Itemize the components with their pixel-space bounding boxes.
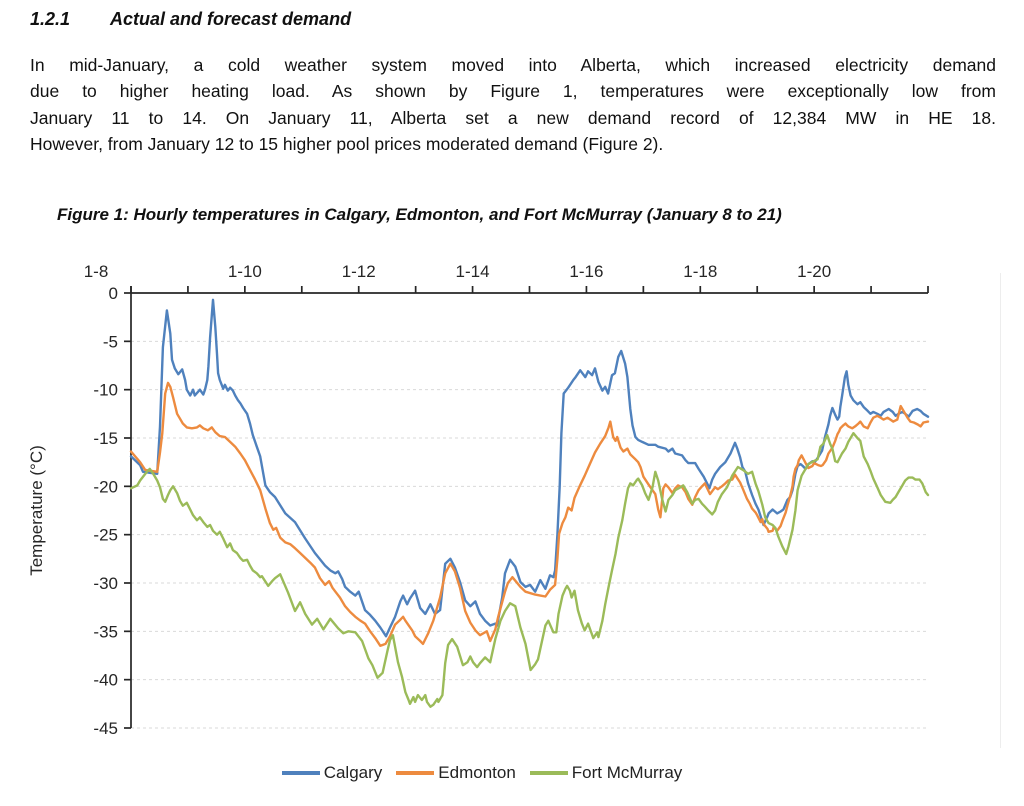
y-axis-labels: 0 -5 -10 -15 -20 -25 -30 -35 -40 -45	[93, 284, 118, 738]
y-tick-label: -10	[93, 381, 118, 400]
series-line-edmonton	[129, 381, 930, 647]
section-title: Actual and forecast demand	[110, 9, 352, 29]
legend-label: Calgary	[323, 763, 383, 782]
legend-label: Edmonton	[438, 763, 516, 782]
y-tick-label: -25	[93, 526, 118, 545]
series-line-calgary	[129, 298, 930, 638]
paragraph-line: due to higher heating load. As shown by …	[30, 81, 996, 102]
section-number: 1.2.1	[30, 9, 71, 29]
y-tick-label: -15	[93, 429, 118, 448]
gridlines	[131, 340, 928, 729]
y-tick-label: -30	[93, 574, 118, 593]
section-heading: 1.2.1 Actual and forecast demand	[30, 9, 351, 30]
y-tick-label: -40	[93, 671, 118, 690]
body-paragraph: In mid-January, a cold weather system mo…	[30, 52, 996, 158]
figure1-temperature-chart: 1-8 1-10 1-12 1-14 1-16 1-18 1-20 0 -5 -10 -15 -20 -…	[0, 248, 1024, 758]
paragraph-line: January 11 to 14. On January 11, Alberta…	[30, 107, 996, 128]
legend-line-swatch	[529, 771, 568, 775]
chart-legend: Calgary Edmonton Fort McMurray	[0, 759, 994, 787]
x-axis-labels: 1-8 1-10 1-12 1-14 1-16 1-18 1-20	[84, 262, 831, 281]
paragraph-line: In mid-January, a cold weather system mo…	[30, 55, 996, 75]
legend-item-fort-mcmurray: Fort McMurray	[529, 763, 683, 783]
legend-label: Fort McMurray	[571, 763, 683, 782]
x-tick-label: 1-14	[456, 262, 490, 281]
x-tick-label: 1-16	[569, 262, 603, 281]
x-tick-label: 1-10	[228, 262, 262, 281]
y-tick-label: -20	[93, 477, 118, 496]
legend-line-swatch	[281, 771, 320, 775]
figure-caption: Figure 1: Hourly temperatures in Calgary…	[57, 205, 782, 224]
x-tick-label: 1-8	[84, 262, 109, 281]
x-tick-label: 1-20	[797, 262, 831, 281]
legend-item-edmonton: Edmonton	[396, 763, 516, 783]
axes	[124, 286, 929, 729]
y-tick-label: -45	[93, 719, 118, 738]
chart-canvas: 1-8 1-10 1-12 1-14 1-16 1-18 1-20 0 -5 -10 -15 -20 -…	[27, 262, 1001, 748]
x-tick-label: 1-12	[342, 262, 376, 281]
legend-item-calgary: Calgary	[281, 763, 383, 783]
series-line-fort-mcmurray	[129, 431, 930, 708]
legend-line-swatch	[396, 771, 435, 775]
paragraph-line: However, from January 12 to 15 higher po…	[30, 134, 664, 155]
y-tick-label: -5	[103, 332, 118, 351]
y-tick-label: -35	[93, 622, 118, 641]
y-tick-label: 0	[109, 284, 118, 303]
y-axis-title: Temperature (°C)	[27, 445, 46, 576]
x-tick-label: 1-18	[683, 262, 717, 281]
